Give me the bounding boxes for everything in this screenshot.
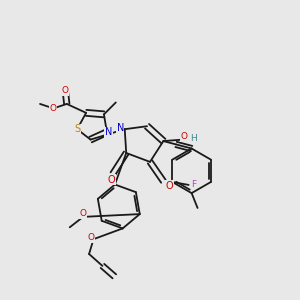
- Text: O: O: [166, 181, 173, 191]
- Text: O: O: [80, 209, 87, 218]
- Text: N: N: [117, 123, 124, 133]
- Text: F: F: [191, 180, 196, 189]
- Text: O: O: [107, 175, 115, 185]
- Text: O: O: [62, 86, 69, 95]
- Text: O: O: [87, 233, 94, 242]
- Text: N: N: [105, 127, 112, 137]
- Text: S: S: [74, 124, 80, 134]
- Text: H: H: [190, 134, 196, 142]
- Text: O: O: [181, 132, 188, 141]
- Text: O: O: [50, 104, 57, 113]
